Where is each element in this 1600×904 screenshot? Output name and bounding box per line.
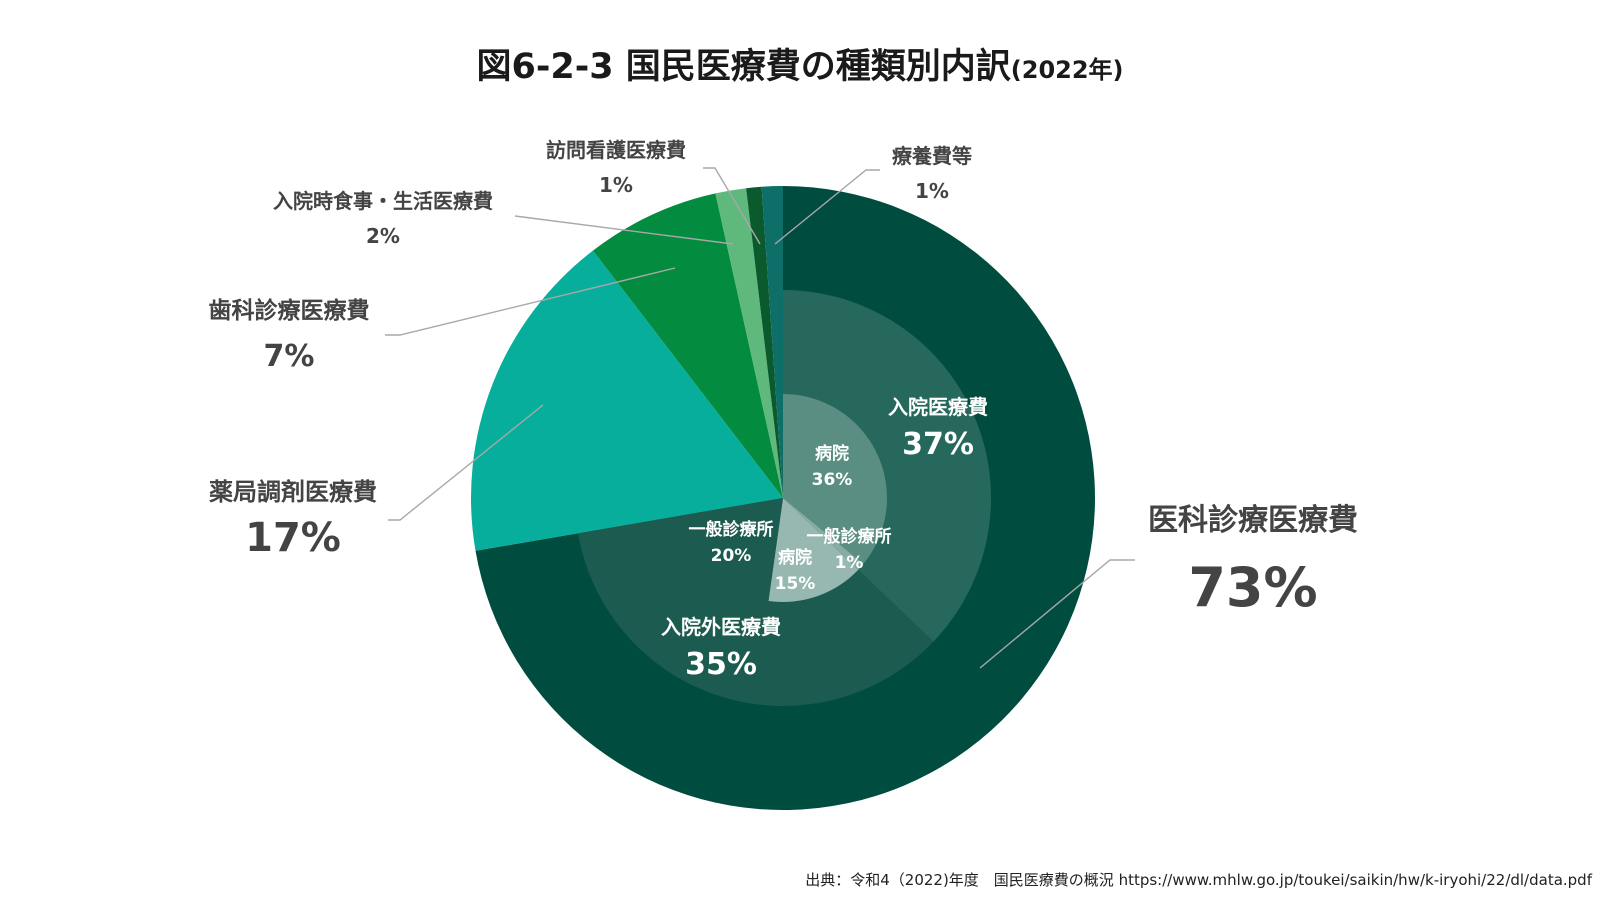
label-ika: 医科診療医療費 73% — [1148, 503, 1358, 619]
label-ippan2: 一般診療所 20% — [689, 519, 774, 566]
outer-slice-yakkyoku — [471, 250, 783, 551]
label-nyuin: 入院医療費 37% — [888, 395, 988, 462]
inner-slice-byoin1 — [783, 394, 888, 565]
leader-lines — [385, 167, 1135, 669]
label-gairai: 入院外医療費 35% — [661, 615, 781, 682]
outer-slice-ryoyo — [761, 185, 783, 498]
source-note: 出典：令和4（2022)年度 国民医療費の概況 https://www.mhlw… — [805, 871, 1592, 889]
outer-slice-nyuinji — [715, 188, 783, 498]
label-byoin1: 病院 36% — [812, 443, 853, 490]
inner-slice-ippan2 — [680, 498, 783, 601]
leader-shika — [385, 267, 676, 336]
label-nyuinji: 入院時食事・生活医療費 2% — [273, 189, 493, 248]
inner-slice-ippan1 — [783, 498, 864, 570]
chart-title-suffix: (2022年) — [1011, 56, 1124, 84]
leader-nyuinji — [514, 215, 734, 245]
inner-slice-byoin2 — [768, 498, 859, 603]
chart-title-main: 図6-2-3 国民医療費の種類別内訳 — [476, 47, 1011, 87]
label-shika: 歯科診療医療費 7% — [209, 297, 370, 374]
leader-houmon — [703, 167, 761, 245]
pie-slices — [471, 185, 1096, 810]
leader-yakkyoku — [388, 404, 544, 521]
label-yakkyoku: 薬局調剤医療費 17% — [209, 478, 377, 561]
middle-slice-gairai — [578, 498, 934, 706]
leader-ryoyo — [774, 169, 880, 245]
chart-title: 図6-2-3 国民医療費の種類別内訳(2022年) — [476, 47, 1123, 87]
outer-slice-shika — [592, 193, 783, 498]
label-ryoyo: 療養費等 1% — [892, 144, 972, 203]
middle-slice-nyuin — [783, 290, 991, 642]
label-byoin2: 病院 15% — [775, 547, 816, 594]
label-houmon: 訪問看護医療費 1% — [546, 138, 686, 197]
outer-slice-houmon — [746, 186, 783, 499]
leader-ika — [979, 559, 1135, 669]
slice-labels: 医科診療医療費 73% 薬局調剤医療費 17% 歯科診療医療費 7% 入院時食事・生活医療費… — [209, 138, 1359, 682]
label-ippan1: 一般診療所 1% — [807, 526, 892, 573]
